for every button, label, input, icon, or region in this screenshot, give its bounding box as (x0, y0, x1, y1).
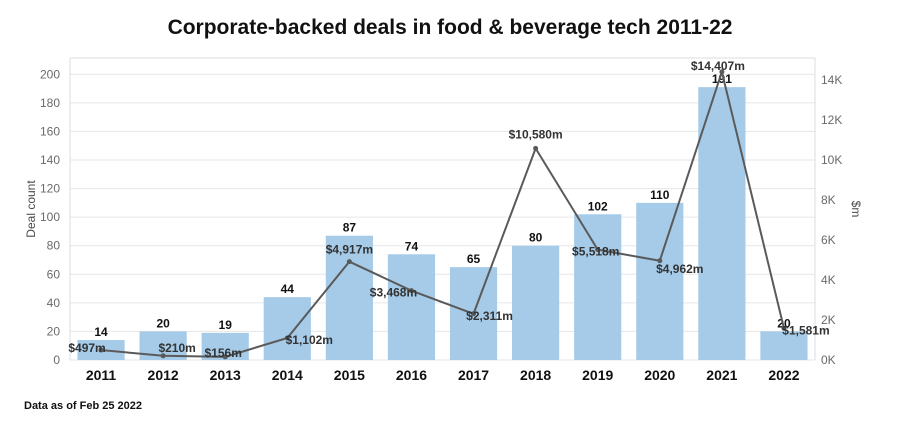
bar-value-label: 20 (156, 316, 170, 330)
bar (387, 254, 436, 360)
bar-value-label: 20 (777, 316, 791, 330)
line-point (160, 353, 166, 359)
x-tick-label: 2017 (458, 367, 489, 383)
line-point (781, 325, 787, 331)
x-tick-label: 2012 (148, 367, 179, 383)
left-tick-label: 20 (47, 324, 61, 338)
x-tick-label: 2022 (768, 367, 799, 383)
left-tick-label: 160 (40, 124, 60, 138)
line-series (98, 68, 787, 360)
line-point (471, 311, 477, 317)
x-tick-label: 2015 (334, 367, 365, 383)
left-tick-label: 60 (47, 267, 61, 281)
line-value-label: $2,311m (466, 309, 513, 323)
chart-title: Corporate-backed deals in food & beverag… (167, 16, 733, 39)
line-value-label: $497m (68, 341, 105, 355)
bar (760, 331, 808, 360)
line-point (408, 288, 414, 294)
line-point (595, 247, 601, 253)
x-tick-label: 2013 (210, 367, 241, 383)
bar-value-label: 19 (219, 318, 233, 332)
right-tick-label: 12K (821, 113, 842, 127)
line-point (657, 258, 663, 264)
left-tick-label: 40 (47, 296, 61, 310)
bar (698, 87, 746, 361)
bar (636, 202, 684, 360)
line-value-label: $10,580m (509, 127, 563, 141)
right-tick-label: 6K (821, 233, 836, 247)
right-tick-label: 0K (821, 353, 836, 367)
right-axis-ticks: 0K 2K 4K 6K 8K 10K 12K 14K (821, 73, 842, 367)
left-tick-label: 200 (40, 67, 60, 81)
line-value-label: $3,468m (370, 286, 417, 300)
bar-value-label: 74 (405, 239, 419, 253)
bar-value-label: 65 (467, 252, 481, 266)
left-axis-ticks: 0 20 40 60 80 100 120 140 160 180 200 (40, 67, 60, 367)
line-point (719, 69, 725, 75)
x-tick-label: 2016 (396, 367, 427, 383)
right-tick-label: 14K (821, 73, 842, 87)
bar-value-label: 102 (588, 199, 608, 213)
bar-series (77, 87, 808, 361)
line-point (346, 259, 352, 265)
bar-value-label: 191 (712, 72, 732, 86)
value-line (100, 68, 785, 358)
line-value-label: $156m (205, 346, 242, 360)
left-tick-label: 120 (40, 182, 60, 196)
right-tick-label: 8K (821, 193, 836, 207)
right-axis-label: $m (849, 201, 863, 218)
line-point (222, 354, 228, 360)
x-tick-label: 2021 (706, 367, 737, 383)
line-point (284, 335, 290, 341)
bar-value-labels: 14 20 19 44 87 74 65 80 102 110 191 20 (94, 72, 791, 339)
left-tick-label: 180 (40, 96, 60, 110)
right-tick-label: 2K (821, 313, 836, 327)
x-tick-label: 2019 (582, 367, 613, 383)
bar (325, 235, 373, 360)
bar (574, 214, 622, 360)
line-value-label: $14,407m (691, 59, 745, 73)
gridlines (69, 57, 816, 361)
bar-value-label: 44 (281, 282, 295, 296)
line-value-label: $1,102m (286, 333, 333, 347)
bar (263, 297, 311, 360)
right-tick-label: 10K (821, 153, 842, 167)
x-axis-ticks: 2011 2012 2013 2014 2015 2016 2017 2018 2019 2020… (86, 367, 800, 383)
left-tick-label: 80 (47, 239, 61, 253)
line-value-label: $1,581m (782, 323, 829, 337)
bar (512, 245, 560, 360)
right-tick-label: 4K (821, 273, 836, 287)
footnote: Data as of Feb 25 2022 (24, 400, 143, 412)
left-tick-label: 140 (40, 153, 60, 167)
line-value-label: $210m (158, 341, 195, 355)
line-value-label: $5,518m (572, 245, 619, 259)
x-tick-label: 2014 (272, 367, 303, 383)
left-axis-label: Deal count (24, 180, 38, 238)
left-tick-label: 100 (40, 210, 60, 224)
bar-value-label: 14 (94, 325, 108, 339)
left-tick-label: 0 (53, 353, 60, 367)
x-tick-label: 2011 (86, 367, 117, 383)
line-point (98, 347, 104, 353)
bar-value-label: 80 (529, 231, 543, 245)
bar-value-label: 87 (343, 221, 357, 235)
x-tick-label: 2018 (520, 367, 551, 383)
line-value-label: $4,962m (656, 262, 703, 276)
line-value-labels: $497m $210m $156m $1,102m $4,917m $3,468m $2,3… (68, 59, 829, 360)
bar-value-label: 110 (650, 188, 670, 202)
x-tick-label: 2020 (644, 367, 675, 383)
line-point (533, 145, 539, 151)
line-value-label: $4,917m (326, 243, 373, 257)
